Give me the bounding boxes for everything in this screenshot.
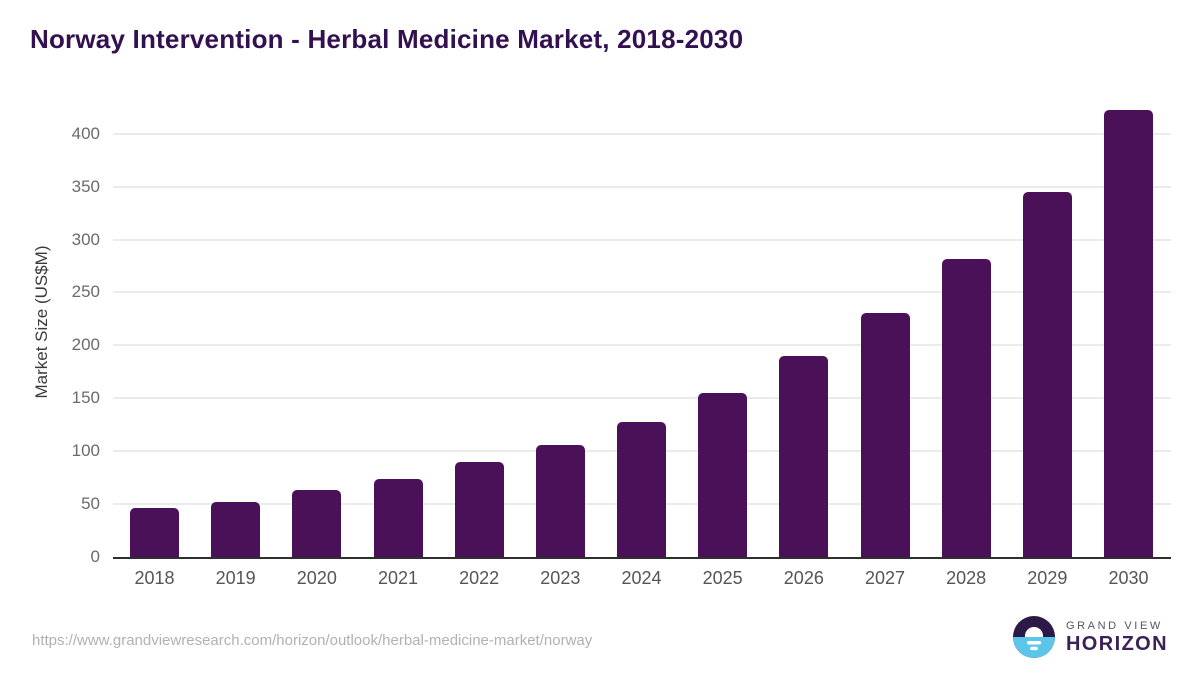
x-tick-2022: 2022 <box>459 568 500 588</box>
bar-2030 <box>1104 110 1153 557</box>
bar-2026 <box>779 355 829 557</box>
y-tick-50: 50 <box>81 494 100 514</box>
horizon-sun-icon <box>1012 616 1055 658</box>
x-tick-2027: 2027 <box>864 568 906 588</box>
x-tick-2025: 2025 <box>702 568 743 588</box>
bar-2022 <box>454 461 504 557</box>
gridline-350 <box>113 185 1171 188</box>
bar-2021 <box>373 478 423 557</box>
logo-text: GRAND VIEW HORIZON <box>1066 619 1168 655</box>
bar-2025 <box>698 393 748 557</box>
plot-area <box>113 102 1171 557</box>
y-tick-labels: 0 50 100 150 200 250 300 350 400 <box>0 102 100 565</box>
bar-2023 <box>535 444 585 557</box>
bar-2024 <box>617 421 666 557</box>
x-tick-2029: 2029 <box>1027 568 1068 588</box>
y-tick-250: 250 <box>71 282 100 302</box>
x-axis-line <box>113 557 1171 559</box>
x-tick-2018: 2018 <box>134 568 175 588</box>
gridline-150 <box>113 397 1171 400</box>
y-tick-100: 100 <box>71 441 100 461</box>
x-tick-2020: 2020 <box>296 568 337 588</box>
x-tick-2024: 2024 <box>621 568 662 588</box>
gridline-200 <box>113 344 1171 347</box>
x-tick-2030: 2030 <box>1108 568 1149 588</box>
source-url: https://www.grandviewresearch.com/horizo… <box>32 632 593 649</box>
y-tick-400: 400 <box>71 123 100 143</box>
x-tick-2023: 2023 <box>540 568 581 588</box>
bar-2028 <box>941 258 991 557</box>
chart-title: Norway Intervention - Herbal Medicine Ma… <box>30 24 744 54</box>
y-tick-350: 350 <box>71 176 100 196</box>
grand-view-horizon-logo: GRAND VIEW HORIZON <box>1012 616 1168 658</box>
x-tick-2026: 2026 <box>783 568 824 588</box>
gridline-400 <box>113 132 1171 135</box>
y-tick-300: 300 <box>71 229 100 249</box>
y-tick-150: 150 <box>71 388 100 408</box>
x-tick-2021: 2021 <box>377 568 419 588</box>
x-tick-2019: 2019 <box>215 568 256 588</box>
logo-brand-top: GRAND VIEW <box>1065 620 1163 632</box>
gridline-300 <box>113 238 1171 241</box>
x-tick-2028: 2028 <box>946 568 987 588</box>
bar-2019 <box>211 501 261 557</box>
bar-2029 <box>1022 191 1072 557</box>
x-tick-labels: 2018 2019 2020 2021 2022 2023 2024 2025 2026 2027… <box>113 568 1171 592</box>
logo-brand-bottom: HORIZON <box>1065 633 1168 655</box>
gridline-250 <box>113 291 1171 294</box>
y-tick-0: 0 <box>90 547 100 566</box>
bar-2018 <box>130 508 179 557</box>
y-tick-200: 200 <box>71 335 100 355</box>
bar-2020 <box>292 490 342 557</box>
bar-2027 <box>860 312 910 557</box>
